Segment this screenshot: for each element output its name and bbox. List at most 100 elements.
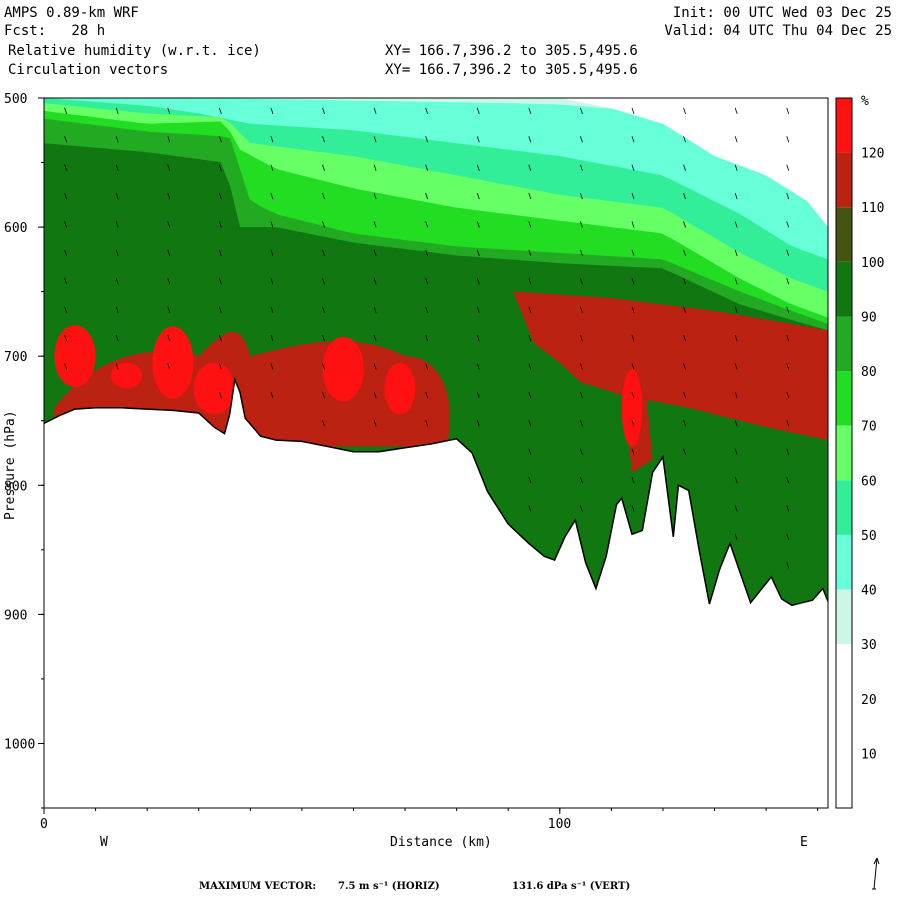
vector-arrow	[425, 107, 429, 115]
east-label: E	[800, 835, 808, 850]
vector-arrow	[322, 391, 325, 399]
vector-arrow	[270, 221, 274, 228]
vector-arrow	[115, 249, 119, 257]
colorbar-label: 20	[861, 693, 877, 708]
vector-arrow	[270, 306, 274, 313]
colorbar: % 120 110 100 90 80 70 60 50 40 30 20 10	[835, 94, 884, 809]
vector-arrow	[786, 107, 790, 115]
vector-arrow	[786, 278, 790, 285]
vector-arrow	[425, 391, 429, 399]
vector-arrow	[631, 391, 635, 399]
vector-arrow	[270, 278, 274, 285]
vector-arrow	[425, 164, 429, 171]
x-axis-label: Distance (km)	[390, 835, 492, 850]
vector-arrow	[425, 136, 429, 143]
vector-arrow	[683, 448, 686, 455]
colorbar-box	[836, 534, 852, 590]
vector-arrow	[115, 107, 119, 115]
max-vector-label: MAXIMUM VECTOR:	[199, 881, 317, 892]
vector-arrow	[580, 164, 583, 171]
vector-arrow	[631, 448, 635, 455]
vector-arrow	[218, 391, 222, 399]
vector-arrow	[734, 476, 738, 484]
colorbar-label: 60	[861, 474, 877, 489]
colorbar-box	[836, 316, 852, 372]
plot-area	[43, 98, 829, 607]
vector-arrow	[528, 164, 532, 171]
vector-arrow	[425, 192, 429, 200]
vector-arrow	[115, 306, 119, 313]
vector-arrow	[218, 306, 222, 313]
field-label-2: Circulation vectors	[8, 62, 169, 78]
vector-arrow	[786, 192, 790, 200]
rh-max-patch-3	[193, 362, 235, 415]
vector-arrow	[218, 107, 222, 115]
vector-arrow	[167, 136, 171, 143]
vector-arrow	[528, 306, 532, 313]
vector-arrow	[631, 192, 635, 200]
vector-arrow	[218, 221, 222, 228]
vector-arrow	[786, 164, 790, 171]
vector-arrow	[786, 505, 790, 512]
vector-arrow	[322, 306, 325, 313]
vector-arrow	[528, 221, 532, 228]
vector-arrow	[683, 249, 686, 257]
colorbar-frame	[835, 97, 853, 809]
colorbar-box	[836, 589, 852, 645]
vector-arrow	[476, 107, 480, 115]
vector-arrow	[683, 107, 686, 115]
vector-arrow	[786, 249, 790, 257]
vector-arrow	[218, 192, 222, 200]
vector-arrow	[476, 164, 480, 171]
reference-vector-arrow	[868, 855, 882, 891]
vector-arrow	[64, 136, 68, 143]
valid-time: Valid: 04 UTC Thu 04 Dec 25	[664, 23, 892, 39]
vector-arrow	[322, 420, 325, 427]
vector-arrow	[167, 363, 171, 370]
vector-arrow	[167, 334, 171, 342]
vector-arrow	[734, 164, 738, 171]
vector-arrow	[64, 334, 68, 342]
vector-arrow	[734, 221, 738, 228]
axes: 500 600 700 800 900 1000 0 100 Distance (km) W E Pr…	[3, 92, 829, 850]
vector-arrow	[167, 192, 171, 200]
vector-arrow	[270, 136, 274, 143]
rh-max-patch-6	[621, 369, 643, 447]
rh-max-patch-2	[152, 326, 194, 399]
vector-arrow	[476, 306, 480, 313]
vector-arrow	[786, 391, 790, 399]
vector-arrow	[580, 107, 583, 115]
vector-arrow	[580, 278, 583, 285]
vector-arrow	[167, 164, 171, 171]
vector-arrow	[476, 221, 480, 228]
vector-arrow	[373, 363, 377, 370]
x-tick-label: 100	[548, 817, 571, 832]
y-tick-label: 500	[4, 92, 27, 107]
vector-arrow	[631, 136, 635, 143]
colorbar-label: 50	[861, 529, 877, 544]
vector-arrow	[631, 420, 635, 427]
vector-arrow	[218, 249, 222, 257]
vector-arrow	[683, 334, 686, 342]
vector-arrow	[631, 363, 635, 370]
vector-arrow	[270, 107, 274, 115]
vector-arrow	[322, 363, 325, 370]
vector-arrow	[167, 107, 171, 115]
vector-arrow	[631, 306, 635, 313]
colorbar-unit: %	[861, 94, 869, 109]
vector-arrow	[322, 334, 325, 342]
vector-arrow	[528, 391, 532, 399]
vector-arrow	[322, 107, 325, 115]
vector-arrow	[270, 164, 274, 171]
colorbar-box	[836, 207, 852, 262]
vector-arrow	[786, 420, 790, 427]
vector-arrow	[786, 221, 790, 228]
vector-arrow	[476, 363, 480, 370]
vector-arrow	[580, 505, 583, 512]
colorbar-box	[836, 425, 852, 481]
vector-arrow	[786, 363, 790, 370]
vector-arrow	[218, 164, 222, 171]
circulation-vectors	[64, 107, 790, 569]
colorbar-box	[836, 152, 852, 208]
vector-arrow	[734, 249, 738, 257]
